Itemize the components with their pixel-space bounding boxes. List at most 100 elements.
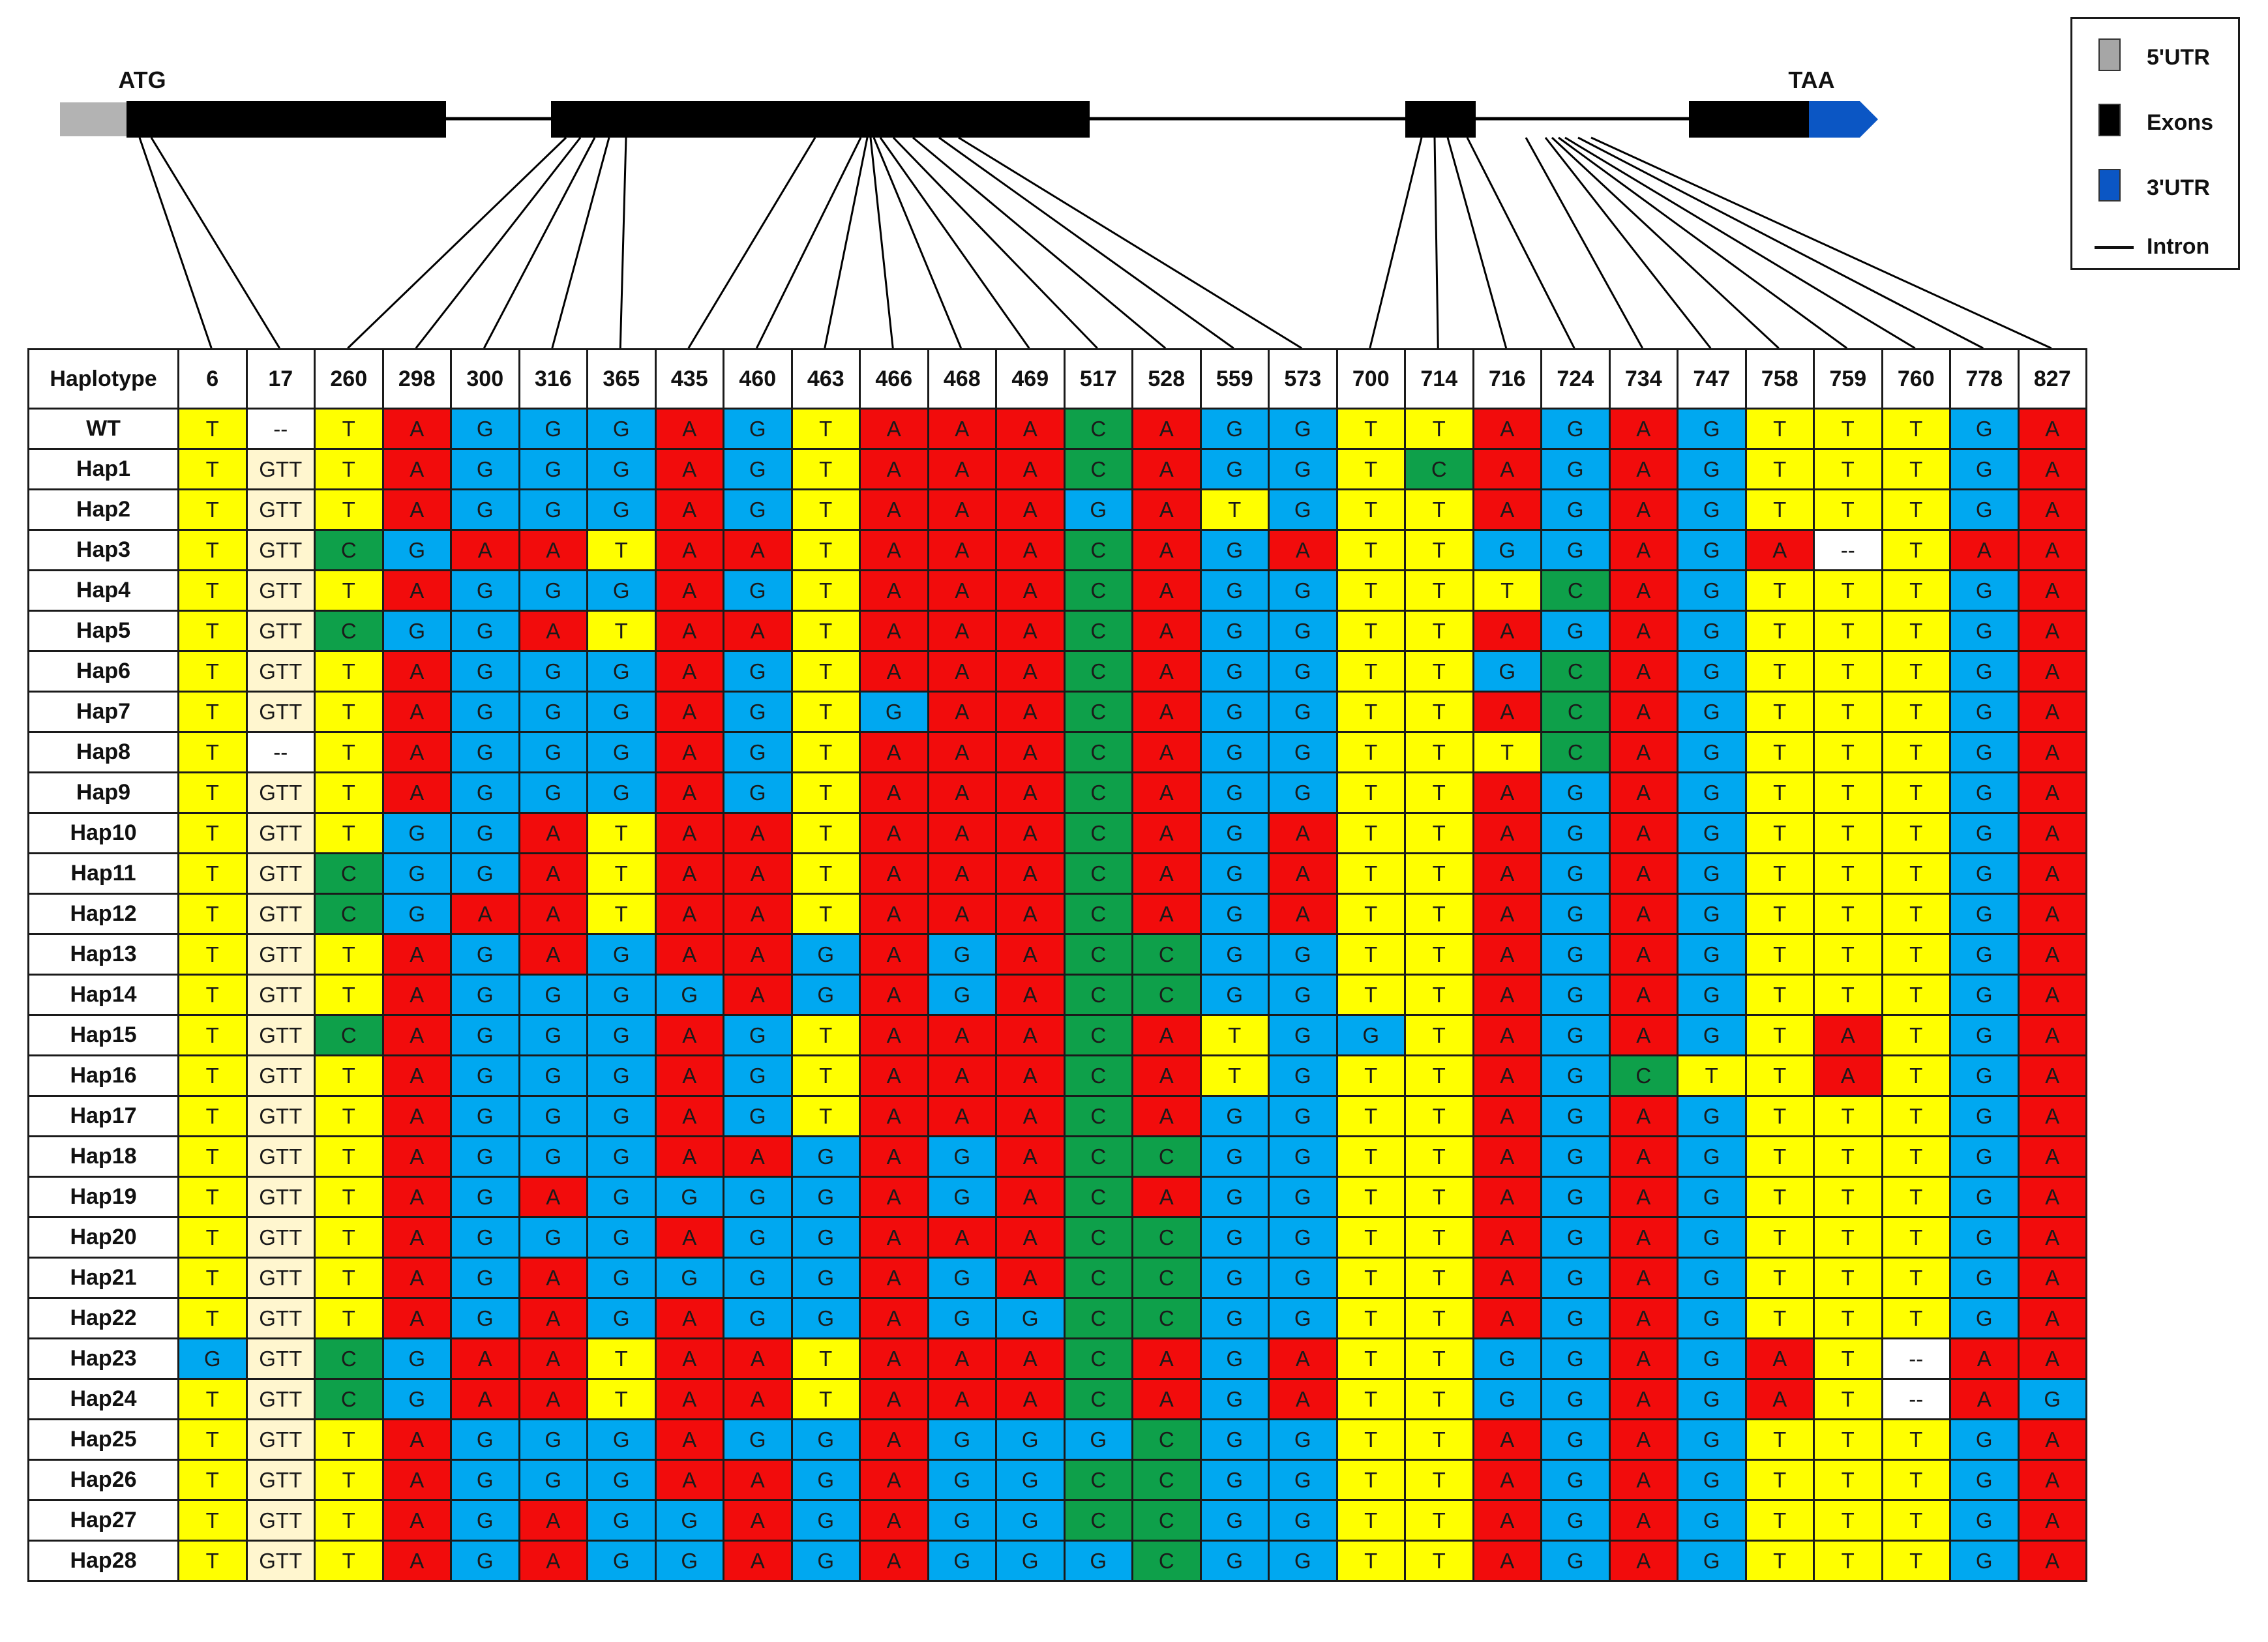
allele-cell: G	[450, 933, 520, 976]
allele-cell: T	[314, 650, 384, 693]
allele-cell: G	[450, 852, 520, 895]
allele-cell: G	[1949, 974, 2020, 1016]
allele-cell: A	[2017, 731, 2087, 773]
allele-cell: A	[995, 1337, 1066, 1380]
allele-cell: C	[1540, 650, 1611, 693]
allele-cell: C	[1063, 1378, 1133, 1420]
allele-cell: T	[790, 650, 861, 693]
allele-cell: G	[1540, 1540, 1611, 1582]
allele-cell: C	[1063, 1095, 1133, 1137]
allele-cell: T	[1404, 1135, 1474, 1178]
allele-cell: A	[1608, 1014, 1679, 1056]
allele-cell: A	[927, 1095, 997, 1137]
allele-cell: T	[314, 691, 384, 733]
allele-cell: G	[1268, 1257, 1338, 1299]
allele-cell: T	[314, 488, 384, 531]
allele-cell: G	[1268, 1499, 1338, 1542]
allele-cell: G	[1677, 691, 1747, 733]
allele-cell: G	[1949, 408, 2020, 450]
snp-connector-line	[1564, 136, 1916, 350]
allele-cell: G	[927, 974, 997, 1016]
allele-cell: G	[1677, 893, 1747, 935]
allele-cell: C	[1063, 1054, 1133, 1097]
allele-cell: A	[1608, 731, 1679, 773]
allele-cell: G	[586, 1216, 657, 1259]
allele-cell: A	[450, 1378, 520, 1420]
allele-cell: G	[927, 1135, 997, 1178]
allele-cell: G	[450, 1540, 520, 1582]
allele-cell: T	[177, 408, 248, 450]
allele-cell: G	[450, 1216, 520, 1259]
allele-cell: C	[1063, 1135, 1133, 1178]
allele-cell: A	[1131, 1378, 1202, 1420]
allele-cell: A	[995, 1257, 1066, 1299]
allele-cell: T	[177, 1378, 248, 1420]
allele-cell: G	[1949, 1095, 2020, 1137]
allele-cell: G	[1677, 974, 1747, 1016]
snp-connector-line	[892, 136, 1098, 350]
allele-cell: G	[995, 1499, 1066, 1542]
allele-cell: A	[381, 1135, 452, 1178]
allele-cell: G	[1540, 448, 1611, 490]
legend-item-5utr: 5'UTR	[2072, 38, 2238, 78]
allele-cell: G	[1949, 1216, 2020, 1259]
allele-cell: A	[1472, 1418, 1542, 1461]
header-position: 260	[314, 348, 384, 410]
allele-cell: A	[927, 529, 997, 571]
header-position: 300	[450, 348, 520, 410]
row-label: Hap6	[27, 650, 179, 693]
allele-cell: T	[177, 1297, 248, 1339]
allele-cell: C	[1063, 408, 1133, 450]
allele-cell: G	[723, 691, 793, 733]
start-codon-label: ATG	[118, 67, 166, 93]
snp-connector-line	[415, 137, 582, 349]
allele-cell: C	[1063, 771, 1133, 814]
snp-connector-line	[138, 137, 213, 349]
allele-cell: T	[1813, 650, 1883, 693]
allele-cell: A	[2017, 1257, 2087, 1299]
allele-cell: T	[1404, 1054, 1474, 1097]
allele-cell: G	[1268, 731, 1338, 773]
allele-cell: T	[1813, 569, 1883, 612]
allele-cell: G	[586, 1176, 657, 1218]
allele-cell: T	[1813, 1337, 1883, 1380]
allele-cell: G	[1949, 1459, 2020, 1501]
allele-cell: A	[723, 1540, 793, 1582]
allele-cell: G	[1268, 933, 1338, 976]
allele-cell: G	[1268, 771, 1338, 814]
allele-cell: A	[1608, 448, 1679, 490]
allele-cell: A	[381, 731, 452, 773]
allele-cell: A	[1813, 1014, 1883, 1056]
allele-cell: C	[314, 529, 384, 571]
allele-cell: T	[1813, 1216, 1883, 1259]
allele-cell: A	[654, 650, 724, 693]
allele-cell: A	[381, 408, 452, 450]
allele-cell: G	[1268, 1216, 1338, 1259]
allele-cell: T	[1335, 488, 1406, 531]
allele-cell: G	[518, 1095, 588, 1137]
allele-cell: GTT	[245, 1135, 316, 1178]
allele-cell: G	[1677, 933, 1747, 976]
allele-cell: A	[1608, 852, 1679, 895]
allele-cell: G	[1949, 448, 2020, 490]
allele-cell: T	[314, 1095, 384, 1137]
allele-cell: T	[1744, 1297, 1815, 1339]
allele-cell: A	[1608, 1257, 1679, 1299]
allele-cell: A	[995, 731, 1066, 773]
allele-cell: A	[859, 569, 929, 612]
allele-cell: T	[177, 529, 248, 571]
allele-cell: A	[1131, 448, 1202, 490]
header-position: 724	[1540, 348, 1611, 410]
row-label: Hap13	[27, 933, 179, 976]
allele-cell: T	[790, 488, 861, 531]
allele-cell: T	[1335, 852, 1406, 895]
allele-cell: G	[1677, 731, 1747, 773]
allele-cell: C	[1063, 1216, 1133, 1259]
allele-cell: A	[723, 529, 793, 571]
allele-cell: A	[723, 852, 793, 895]
allele-cell: T	[1404, 569, 1474, 612]
allele-cell: T	[1813, 731, 1883, 773]
allele-cell: G	[586, 1418, 657, 1461]
allele-cell: T	[1335, 1459, 1406, 1501]
table-row: WT T -- T A G G G A G T A A A C A G G T T A G A G T T T G A	[27, 408, 2087, 450]
